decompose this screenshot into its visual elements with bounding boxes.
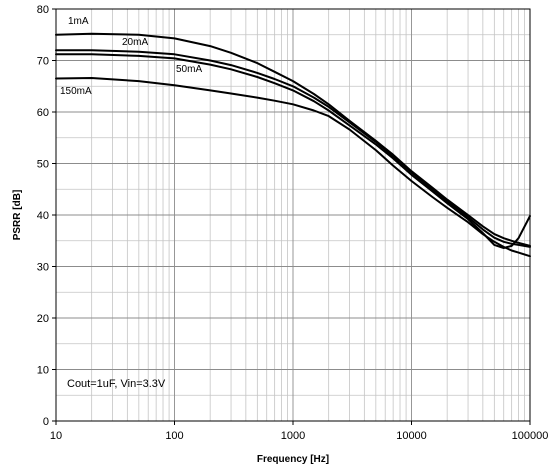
y-axis-ticks: 0 10 20 30 40 50 60 70 80: [37, 4, 56, 428]
series-label-20ma: 20mA: [122, 37, 148, 48]
x-tick-label: 1000: [281, 430, 305, 442]
test-conditions-note: Cout=1uF, Vin=3.3V: [67, 378, 166, 390]
y-tick-label: 70: [37, 56, 49, 68]
series-label-1ma: 1mA: [68, 16, 89, 27]
x-axis-ticks: 10 100 1000 10000 100000: [50, 421, 548, 442]
y-tick-label: 0: [43, 416, 49, 428]
x-tick-label: 100000: [512, 430, 549, 442]
y-tick-label: 10: [37, 365, 49, 377]
y-tick-label: 60: [37, 107, 49, 119]
series-line-50ma: [55, 53, 531, 249]
series-lines: [55, 32, 531, 258]
x-tick-label: 100: [165, 430, 183, 442]
y-axis-title: PSRR [dB]: [12, 190, 23, 241]
series-label-150ma: 150mA: [60, 86, 92, 97]
y-tick-label: 50: [37, 159, 49, 171]
y-tick-label: 40: [37, 210, 49, 222]
x-tick-label: 10: [50, 430, 62, 442]
x-tick-label: 10000: [396, 430, 427, 442]
x-axis-title: Frequency [Hz]: [257, 454, 329, 465]
series-line-20ma: [55, 49, 531, 248]
series-line-1ma: [55, 32, 531, 247]
y-tick-label: 20: [37, 313, 49, 325]
y-tick-label: 30: [37, 262, 49, 274]
series-line-150ma: [55, 77, 531, 258]
series-label-50ma: 50mA: [176, 64, 202, 75]
y-tick-label: 80: [37, 4, 49, 16]
